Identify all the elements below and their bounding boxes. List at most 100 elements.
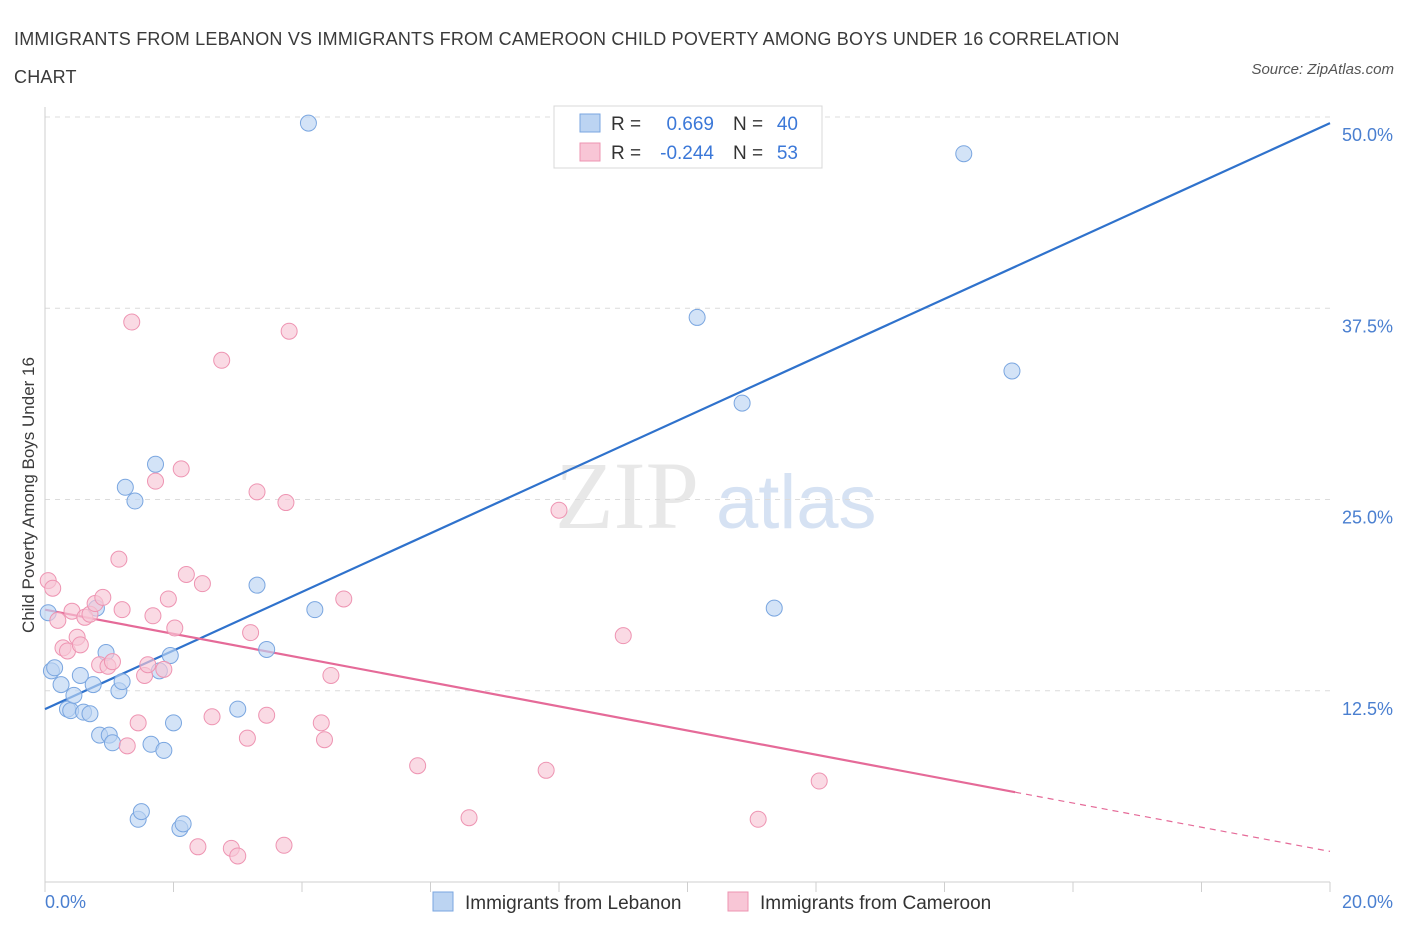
point-lebanon [132, 803, 150, 821]
point-cameroon [312, 714, 330, 732]
point-lebanon [81, 705, 99, 723]
y-tick-label: 25.0% [1342, 508, 1393, 528]
point-cameroon [335, 590, 353, 608]
watermark-zip: ZIP [555, 442, 699, 549]
chart-title: IMMIGRANTS FROM LEBANON VS IMMIGRANTS FR… [14, 29, 1120, 87]
source-label: Source: ZipAtlas.com [1251, 61, 1394, 78]
point-lebanon [103, 734, 121, 752]
point-lebanon [306, 601, 324, 619]
point-cameroon [110, 550, 128, 568]
point-cameroon [315, 731, 333, 749]
bottom-legend-label-lebanon: Immigrants from Lebanon [465, 893, 682, 914]
point-cameroon [749, 810, 767, 828]
point-lebanon [299, 114, 317, 132]
point-cameroon [113, 601, 131, 619]
watermark: ZIP atlas [555, 442, 877, 549]
point-cameroon [537, 761, 555, 779]
point-lebanon [955, 145, 973, 163]
point-cameroon [166, 619, 184, 637]
bottom-legend: Immigrants from Lebanon Immigrants from … [432, 891, 991, 914]
point-cameroon [144, 607, 162, 625]
legend: R = 0.669 N = 40 R = -0.244 N = 53 [553, 105, 823, 169]
point-lebanon [65, 686, 83, 704]
trend-line [44, 122, 1331, 711]
point-cameroon [49, 611, 67, 629]
point-lebanon [229, 700, 247, 718]
watermark-atlas: atlas [716, 460, 877, 545]
point-cameroon [213, 351, 231, 369]
point-cameroon [103, 653, 121, 671]
point-cameroon [275, 836, 293, 854]
point-cameroon [44, 579, 62, 597]
point-cameroon [460, 809, 478, 827]
legend-r-value-lebanon: 0.669 [666, 114, 714, 135]
point-lebanon [733, 394, 751, 412]
point-lebanon [1003, 362, 1021, 380]
point-cameroon [550, 501, 568, 519]
point-cameroon [94, 588, 112, 606]
point-cameroon [248, 483, 266, 501]
point-cameroon [409, 757, 427, 775]
point-lebanon [155, 741, 173, 759]
legend-n-value-cameroon: 53 [777, 143, 798, 164]
legend-r-label-lebanon: R = [611, 114, 641, 135]
legend-n-label-lebanon: N = [733, 114, 763, 135]
point-lebanon [174, 815, 192, 833]
point-cameroon [172, 460, 190, 478]
point-cameroon [322, 666, 340, 684]
point-lebanon [71, 666, 89, 684]
point-lebanon [46, 659, 64, 677]
point-lebanon [248, 576, 266, 594]
point-lebanon [765, 599, 783, 617]
point-cameroon [189, 838, 207, 856]
point-cameroon [147, 472, 165, 490]
point-cameroon [129, 714, 147, 732]
point-cameroon [123, 313, 141, 331]
grid [45, 116, 1330, 692]
point-cameroon [71, 636, 89, 654]
legend-n-value-lebanon: 40 [777, 114, 798, 135]
point-cameroon [614, 627, 632, 645]
legend-swatch-cameroon [579, 142, 601, 162]
bottom-legend-label-cameroon: Immigrants from Cameroon [760, 893, 991, 914]
point-cameroon [242, 624, 260, 642]
legend-swatch-lebanon [579, 113, 601, 133]
point-cameroon [238, 729, 256, 747]
point-lebanon [116, 478, 134, 496]
bottom-legend-swatch-lebanon [432, 891, 454, 912]
point-lebanon [84, 676, 102, 694]
point-cameroon [810, 772, 828, 790]
trend-line-dashed [1015, 791, 1331, 852]
point-cameroon [155, 660, 173, 678]
legend-r-label-cameroon: R = [611, 143, 641, 164]
point-lebanon [113, 673, 131, 691]
tick-labels: 12.5% 25.0% 37.5% 50.0% 0.0% 20.0% [45, 125, 1393, 912]
point-lebanon [52, 676, 70, 694]
point-lebanon [147, 455, 165, 473]
bottom-legend-swatch-cameroon [727, 891, 749, 912]
point-lebanon [165, 714, 182, 732]
trend-lines [44, 122, 1331, 852]
legend-r-value-cameroon: -0.244 [660, 143, 714, 164]
x-tick-label: 0.0% [45, 892, 86, 912]
data-points [39, 114, 1021, 865]
point-cameroon [229, 847, 247, 865]
point-cameroon [277, 494, 295, 512]
point-lebanon [161, 647, 179, 665]
point-cameroon [193, 575, 211, 593]
point-lebanon [126, 492, 144, 510]
y-axis-label: Child Poverty Among Boys Under 16 [19, 357, 38, 633]
legend-n-label-cameroon: N = [733, 143, 763, 164]
point-cameroon [118, 737, 136, 755]
point-lebanon [258, 640, 276, 658]
y-tick-label: 37.5% [1342, 316, 1393, 336]
x-tick-label: 20.0% [1342, 892, 1393, 912]
point-cameroon [203, 708, 221, 726]
point-cameroon [139, 656, 157, 674]
axes [44, 107, 1331, 892]
trend-line [44, 608, 1016, 794]
point-cameroon [159, 590, 177, 608]
y-tick-label: 50.0% [1342, 125, 1393, 145]
point-lebanon [688, 308, 706, 326]
